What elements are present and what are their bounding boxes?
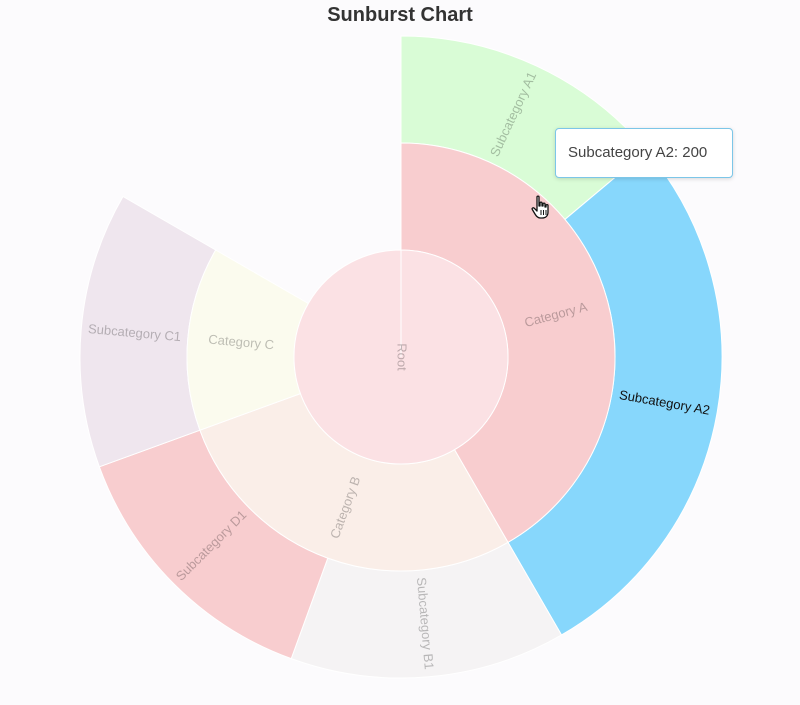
label-category-c: Category C <box>208 332 275 353</box>
tooltip: Subcategory A2: 200 <box>555 128 733 178</box>
chart-title: Sunburst Chart <box>327 4 473 26</box>
label-root: Root <box>395 343 410 371</box>
pointer-hand-icon <box>531 195 549 219</box>
segment-root[interactable] <box>293 249 509 465</box>
